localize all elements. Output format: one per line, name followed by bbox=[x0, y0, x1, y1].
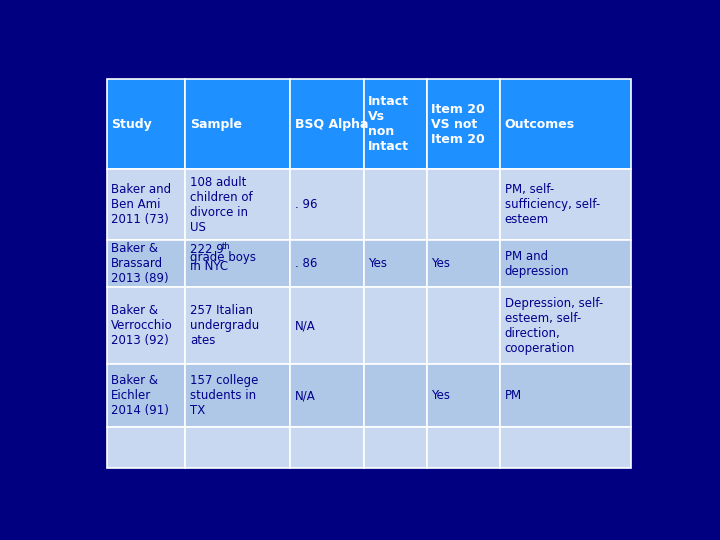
Bar bbox=[107, 79, 186, 169]
Bar bbox=[290, 428, 364, 468]
Bar bbox=[500, 169, 631, 240]
Bar bbox=[427, 240, 500, 287]
Text: Baker and
Ben Ami
2011 (73): Baker and Ben Ami 2011 (73) bbox=[111, 183, 171, 226]
Bar bbox=[364, 79, 427, 169]
Text: PM, self-
sufficiency, self-
esteem: PM, self- sufficiency, self- esteem bbox=[505, 183, 600, 226]
Bar bbox=[186, 79, 290, 169]
Text: Yes: Yes bbox=[431, 389, 450, 402]
Bar bbox=[427, 79, 500, 169]
Text: Depression, self-
esteem, self-
direction,
cooperation: Depression, self- esteem, self- directio… bbox=[505, 296, 603, 355]
Text: 108 adult
children of
divorce in
US: 108 adult children of divorce in US bbox=[190, 176, 253, 233]
Text: Outcomes: Outcomes bbox=[505, 118, 575, 131]
Bar bbox=[107, 364, 186, 428]
Bar bbox=[290, 79, 364, 169]
Bar bbox=[364, 287, 427, 364]
Bar bbox=[107, 287, 186, 364]
Text: 257 Italian
undergradu
ates: 257 Italian undergradu ates bbox=[190, 304, 259, 347]
Bar bbox=[290, 169, 364, 240]
Text: Baker &
Brassard
2013 (89): Baker & Brassard 2013 (89) bbox=[111, 242, 168, 285]
Text: Intact
Vs
non
Intact: Intact Vs non Intact bbox=[368, 95, 409, 153]
Bar bbox=[186, 240, 290, 287]
Bar bbox=[107, 169, 186, 240]
Bar bbox=[427, 428, 500, 468]
Bar bbox=[500, 364, 631, 428]
Text: Sample: Sample bbox=[190, 118, 242, 131]
Bar bbox=[427, 364, 500, 428]
Text: Baker &
Eichler
2014 (91): Baker & Eichler 2014 (91) bbox=[111, 374, 169, 417]
Text: 157 college
students in
TX: 157 college students in TX bbox=[190, 374, 258, 417]
Bar bbox=[500, 287, 631, 364]
Bar bbox=[186, 364, 290, 428]
Bar bbox=[186, 428, 290, 468]
Bar bbox=[427, 287, 500, 364]
Bar bbox=[290, 240, 364, 287]
Text: Yes: Yes bbox=[368, 257, 387, 270]
Bar bbox=[186, 169, 290, 240]
Text: in NYC: in NYC bbox=[190, 260, 228, 273]
Bar bbox=[500, 428, 631, 468]
Bar bbox=[186, 287, 290, 364]
Text: th: th bbox=[222, 242, 231, 251]
Bar bbox=[364, 428, 427, 468]
Bar bbox=[290, 287, 364, 364]
Text: Baker &
Verrocchio
2013 (92): Baker & Verrocchio 2013 (92) bbox=[111, 304, 173, 347]
Text: Yes: Yes bbox=[431, 257, 450, 270]
Text: N/A: N/A bbox=[294, 389, 315, 402]
Text: N/A: N/A bbox=[294, 319, 315, 332]
Text: . 86: . 86 bbox=[294, 257, 318, 270]
Bar bbox=[107, 240, 186, 287]
Bar bbox=[364, 169, 427, 240]
Text: BSQ Alpha: BSQ Alpha bbox=[294, 118, 369, 131]
Bar bbox=[290, 364, 364, 428]
Bar bbox=[107, 428, 186, 468]
Bar bbox=[364, 364, 427, 428]
Bar bbox=[427, 169, 500, 240]
Bar bbox=[364, 240, 427, 287]
Text: 222 9: 222 9 bbox=[190, 243, 224, 256]
Bar bbox=[500, 79, 631, 169]
Text: Study: Study bbox=[111, 118, 152, 131]
Text: PM and
depression: PM and depression bbox=[505, 249, 569, 278]
Bar bbox=[500, 240, 631, 287]
Text: . 96: . 96 bbox=[294, 198, 318, 211]
Text: Item 20
VS not
Item 20: Item 20 VS not Item 20 bbox=[431, 103, 485, 146]
Text: PM: PM bbox=[505, 389, 522, 402]
Text: grade boys: grade boys bbox=[190, 252, 256, 265]
